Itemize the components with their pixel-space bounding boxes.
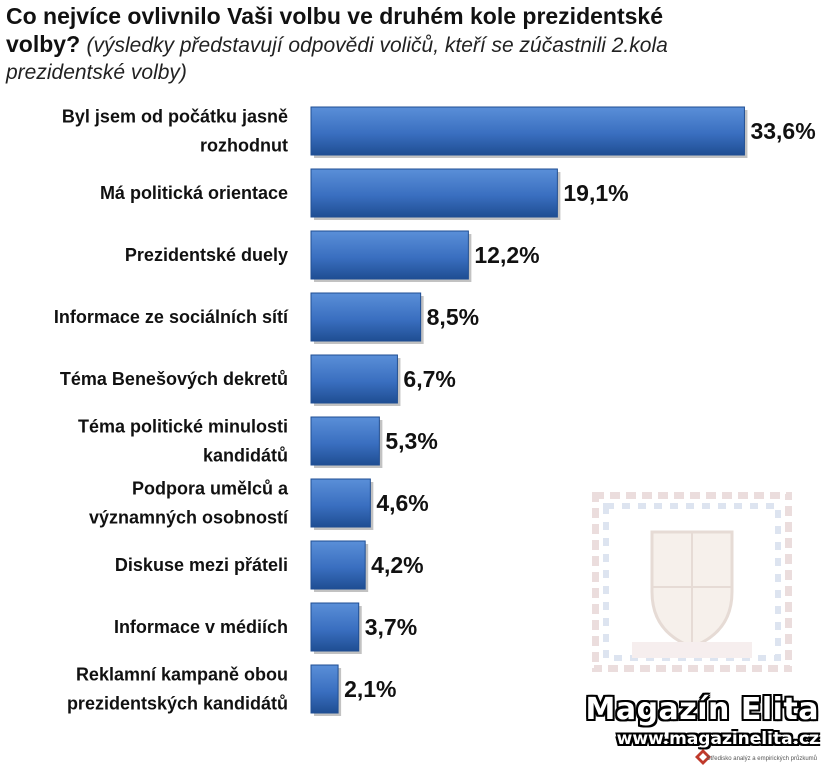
value-label: 5,3% [385, 428, 437, 454]
brand-tagline: Středisko analýz a empirických průzkumů [706, 756, 817, 762]
category-label: Informace v médiích [114, 617, 288, 637]
value-label: 2,1% [344, 676, 396, 702]
category-label: Prezidentské duely [125, 245, 288, 265]
value-label: 12,2% [474, 242, 539, 268]
chart-title: Co nejvíce ovlivnilo Vaši volbu ve druhé… [6, 3, 663, 29]
bar [310, 230, 469, 280]
category-label: Diskuse mezi přáteli [115, 555, 288, 575]
value-label: 33,6% [750, 118, 815, 144]
category-label: Má politická orientace [100, 183, 288, 203]
bar [310, 354, 398, 404]
chart-subtitle-cont: prezidentské volby) [6, 61, 187, 84]
value-label: 3,7% [365, 614, 417, 640]
category-label: Téma Benešových dekretů [60, 369, 288, 389]
bar [310, 478, 371, 528]
bar [310, 602, 360, 652]
chart-title-end: volby? [6, 31, 81, 57]
brand-name: Magazín Elita [585, 692, 819, 727]
value-label: 19,1% [563, 180, 628, 206]
value-label: 4,2% [371, 552, 423, 578]
category-label: významných osobností [89, 508, 289, 528]
brand-url: www.magazinelita.cz [616, 729, 819, 749]
category-label: rozhodnut [200, 136, 288, 156]
chart-subtitle: (výsledky představují odpovědi voličů, k… [86, 34, 668, 57]
category-label: Byl jsem od počátku jasně [62, 107, 288, 127]
value-label: 8,5% [427, 304, 479, 330]
category-label: Podpora umělců a [132, 479, 289, 499]
brand-logo-icon [695, 749, 711, 765]
chart-title-block: Co nejvíce ovlivnilo Vaši volbu ve druhé… [6, 2, 826, 86]
category-label: kandidátů [203, 446, 288, 466]
value-label: 4,6% [376, 490, 428, 516]
bar [310, 168, 558, 218]
bars-group: 33,6% Byl jsem od počátku jasně rozhodnut 1… [54, 106, 816, 716]
brand-block: Magazín Elita www.magazinelita.cz [585, 692, 819, 749]
coat-of-arms-watermark [592, 492, 792, 672]
bar [310, 106, 745, 156]
category-label: prezidentských kandidátů [67, 694, 288, 714]
value-label: 6,7% [403, 366, 455, 392]
category-label: Informace ze sociálních sítí [54, 307, 289, 327]
bar [310, 416, 380, 466]
category-label: Téma politické minulosti [78, 417, 288, 437]
bar [310, 292, 422, 342]
bar [310, 540, 366, 590]
category-label: Reklamní kampaně obou [76, 665, 288, 685]
bar [310, 664, 339, 714]
